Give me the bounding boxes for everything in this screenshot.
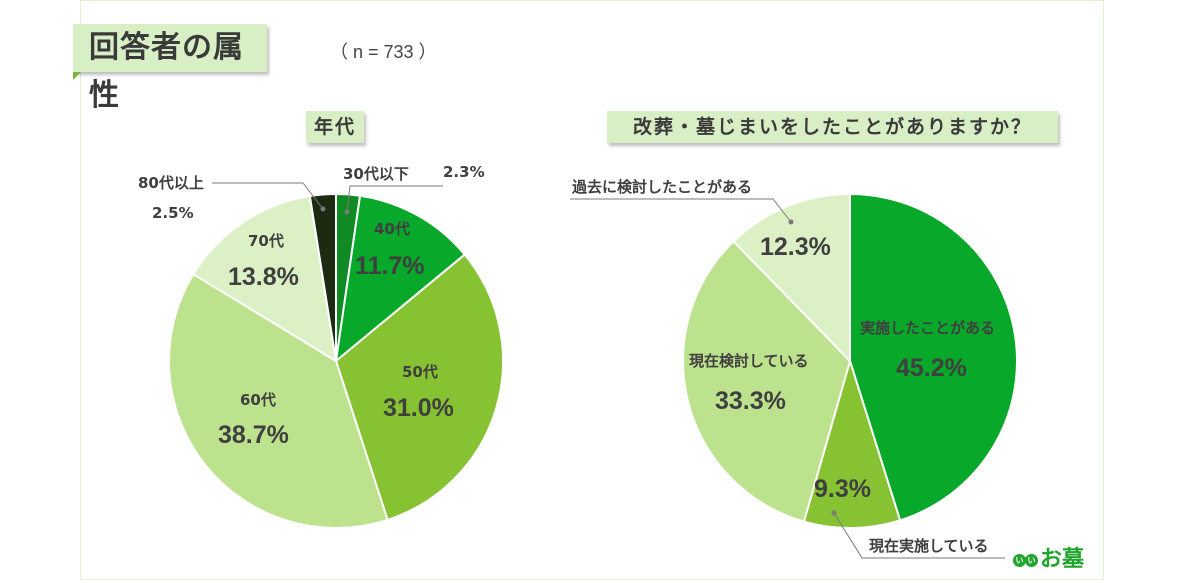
label-70s-pct: 13.8% [228, 263, 299, 291]
leader-past-considered [570, 198, 792, 223]
leader-dot-80s [320, 206, 326, 212]
pie-slice [308, 192, 337, 362]
pie-slice [849, 192, 1018, 522]
leader-dot-30s [344, 209, 350, 215]
label-40s: 40代 [374, 220, 410, 238]
reburial-chart-title: 改葬・墓じまいをしたことがありますか？ [607, 111, 1058, 143]
leader-dot-past [788, 219, 794, 225]
logo-mark-icon: い [1013, 553, 1026, 567]
label-past-considered-pct: 12.3% [760, 233, 831, 261]
logo-mark-icon: い [1025, 553, 1038, 567]
label-30s: 30代以下 [343, 165, 409, 183]
age-chart-title: 年代 [306, 111, 364, 143]
logo-text: お墓 [1040, 547, 1085, 572]
leader-80s [212, 182, 324, 210]
label-30s-pct: 2.3% [443, 163, 485, 181]
label-done: 実施したことがある [860, 319, 996, 337]
pie-slice [802, 357, 902, 529]
reburial-pie-chart [682, 192, 1018, 529]
pie-slice [732, 192, 851, 364]
leader-doing [833, 512, 1005, 559]
label-doing: 現在実施している [869, 537, 989, 555]
label-50s-pct: 31.0% [383, 394, 454, 422]
label-considering-pct: 33.3% [715, 387, 786, 415]
age-pie-chart [168, 192, 505, 530]
page-title: 回答者の属性 [73, 24, 267, 113]
leader-dot-doing [831, 510, 837, 516]
iiohaka-logo: い い お墓 [1013, 548, 1084, 572]
label-70s: 70代 [248, 232, 284, 250]
label-40s-pct: 11.7% [355, 252, 425, 280]
label-past-considered: 過去に検討したことがある [572, 178, 753, 196]
pie-slice [334, 194, 467, 364]
label-60s-pct: 38.7% [218, 421, 289, 449]
pie-slice [168, 272, 389, 530]
label-80s: 80代以上 [138, 174, 204, 192]
label-60s: 60代 [240, 391, 276, 409]
label-doing-pct: 9.3% [814, 475, 871, 503]
sample-size-label: （ n = 733 ） [330, 42, 437, 62]
leader-30s [346, 185, 443, 213]
leader-lines [212, 182, 1005, 559]
label-80s-pct: 2.5% [152, 204, 194, 222]
pie-slice [334, 253, 505, 522]
label-considering: 現在検討している [689, 352, 809, 370]
pie-slice [682, 239, 852, 523]
title-fold-decoration [73, 72, 81, 80]
label-50s: 50代 [402, 363, 438, 381]
pie-slice [191, 194, 338, 363]
label-done-pct: 45.2% [896, 354, 967, 382]
